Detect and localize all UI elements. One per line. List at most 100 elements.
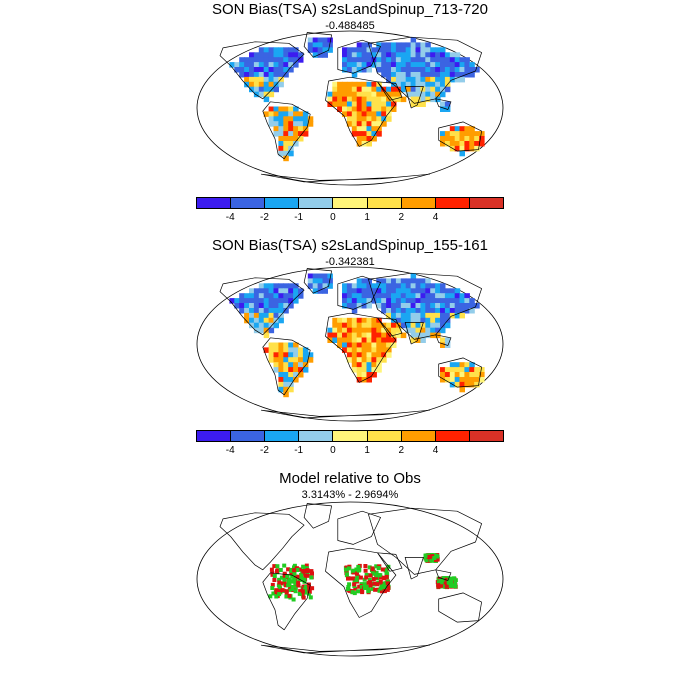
bias-cell <box>263 67 270 73</box>
bias-cell <box>376 86 382 93</box>
bias-cell <box>366 337 372 343</box>
bias-cell <box>440 298 446 304</box>
bias-cell <box>293 141 299 147</box>
bias-cell <box>435 288 441 294</box>
coastline-greenland <box>303 268 332 294</box>
bias-cell <box>425 327 431 334</box>
bias-cell <box>464 136 470 142</box>
bias-cell <box>400 47 407 53</box>
bias-cell <box>337 317 343 324</box>
bias-cell <box>263 47 270 53</box>
colorbar-box <box>265 198 300 208</box>
bias-cell <box>356 136 363 142</box>
bias-cell <box>337 86 343 93</box>
coastline-africa <box>325 312 397 383</box>
bias-cell <box>430 317 436 324</box>
bias-cell <box>283 386 289 393</box>
bias-cell <box>391 42 397 48</box>
panel-2-colorbar-ticks: -4 -2 -1 0 1 2 4 <box>196 445 504 459</box>
bias-cell <box>278 106 284 112</box>
coastline-india <box>404 322 424 345</box>
bias-cell <box>351 303 358 309</box>
relative-cell <box>368 573 373 578</box>
bias-cell <box>278 141 284 147</box>
bias-cell <box>386 47 392 53</box>
bias-cell <box>332 81 338 88</box>
bias-cell <box>366 332 372 339</box>
bias-cell <box>425 57 431 63</box>
bias-cell <box>395 278 402 284</box>
bias-cell <box>420 312 426 319</box>
bias-cell <box>440 308 446 314</box>
relative-cell <box>295 574 300 579</box>
relative-cell <box>277 580 282 585</box>
bias-cell <box>239 62 245 68</box>
bias-cell <box>425 322 431 329</box>
relative-cell <box>271 591 276 596</box>
bias-cell <box>249 308 255 314</box>
bias-cell <box>351 62 358 68</box>
relative-cell <box>284 590 289 595</box>
bias-cell <box>346 96 353 103</box>
bias-cell <box>425 91 431 98</box>
bias-cell <box>249 62 255 68</box>
bias-cell <box>405 42 412 48</box>
bias-cell <box>454 303 461 309</box>
bias-cell <box>391 312 397 319</box>
bias-cell <box>278 377 284 383</box>
relative-cell <box>346 566 351 571</box>
bias-cell <box>293 283 299 289</box>
bias-cell <box>464 308 470 314</box>
relative-cell <box>278 586 283 591</box>
bias-cell <box>435 62 441 68</box>
bias-cell <box>469 136 475 142</box>
bias-cell <box>263 308 270 314</box>
bias-cell <box>444 76 451 83</box>
bias-cell <box>371 86 377 93</box>
bias-cell <box>337 342 343 348</box>
bias-cell <box>361 317 368 324</box>
bias-cell <box>288 367 294 373</box>
relative-cell <box>278 589 282 594</box>
colorbar-tick-label: 1 <box>364 212 370 223</box>
bias-cell <box>479 367 485 373</box>
bias-cell <box>244 298 250 304</box>
bias-cell <box>268 52 275 58</box>
bias-cell <box>317 47 324 53</box>
bias-cell <box>474 367 480 373</box>
bias-cell <box>366 67 372 73</box>
bias-cell <box>425 47 431 53</box>
bias-cell <box>391 57 397 63</box>
bias-cell <box>298 52 304 58</box>
bias-cell <box>410 72 417 78</box>
bias-cell <box>474 145 480 152</box>
relative-cell <box>362 577 367 582</box>
bias-cell <box>459 131 465 137</box>
bias-cell <box>346 288 353 294</box>
colorbar-box <box>367 198 402 208</box>
relative-cell <box>368 580 372 585</box>
bias-cell <box>278 347 284 353</box>
bias-cell <box>371 96 377 103</box>
bias-cell <box>293 131 299 137</box>
bias-cell <box>342 111 348 117</box>
bias-cell <box>249 72 255 78</box>
bias-cell <box>435 91 441 98</box>
bias-cell <box>268 81 275 88</box>
bias-cell <box>386 72 392 78</box>
bias-cell <box>351 352 358 358</box>
bias-cell <box>469 67 475 73</box>
bias-cell <box>356 141 363 147</box>
bias-cell <box>258 322 265 329</box>
bias-cell <box>381 293 387 299</box>
bias-cell <box>288 47 294 53</box>
bias-cell <box>298 288 304 294</box>
coastline-northAmerica <box>219 512 305 571</box>
bias-cell <box>283 288 289 294</box>
relative-cell <box>282 563 287 568</box>
bias-cell <box>273 347 279 353</box>
bias-cell <box>244 76 250 83</box>
bias-cell <box>464 377 470 383</box>
bias-cell <box>288 111 294 117</box>
bias-cell <box>288 352 294 358</box>
